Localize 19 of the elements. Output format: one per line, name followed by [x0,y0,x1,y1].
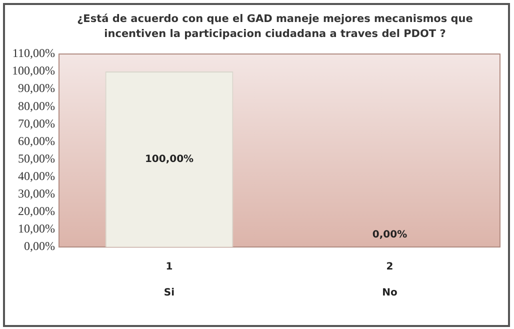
data-label: 0,00% [372,230,408,241]
x-tick-label: 2 [386,262,394,273]
y-tick-label: 80,00% [18,98,55,113]
data-label: 100,00% [144,154,194,165]
y-tick-label: 110,00% [12,46,55,60]
text: Si [164,288,175,299]
y-tick-label: 50,00% [18,151,55,166]
y-tick-label: 70,00% [18,116,55,130]
text: No [382,288,398,299]
y-tick-label: 0,00% [24,239,55,254]
y-tick-label: 20,00% [18,204,55,218]
y-tick-label: 10,00% [18,222,55,236]
y-tick-label: 40,00% [18,168,55,183]
y-tick-label: 60,00% [18,134,55,148]
y-tick-label: 30,00% [18,186,55,201]
y-tick-label: 90,00% [18,81,55,96]
x-tick-label: 1 [166,262,173,273]
chart-title: ¿Está de acuerdo con que el GAD maneje mejores mecanismos que incentiven la participacion ciudadana a traves del PDOT ? [76,12,474,42]
y-tick-label: 100,00% [12,64,55,78]
